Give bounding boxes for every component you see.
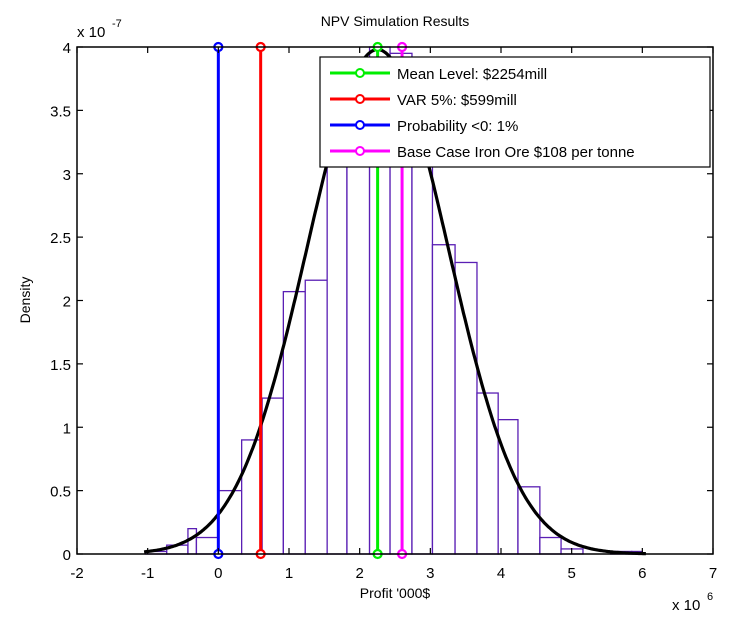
legend-marker [355,146,365,156]
x-tick-label: -1 [141,565,154,582]
x-tick-label: 7 [709,565,717,582]
legend-marker [355,120,365,130]
chart-title: NPV Simulation Results [321,13,470,29]
x-axis-ticks: -2 -1 0 1 2 3 4 5 6 7 [70,47,717,582]
y-tick-label: 3 [63,167,71,184]
legend-label: Mean Level: $2254mill [397,66,547,83]
histogram-bar [431,244,456,555]
x-tick-label: -2 [70,565,83,582]
y-tick-label: 1.5 [50,357,71,374]
x-axis-multiplier: x 10 6 [672,591,713,614]
x-tick-label: 0 [214,565,222,582]
histogram-bar [497,418,519,555]
legend-item: VAR 5%: $599mill [330,92,517,109]
histogram-bar [241,439,263,555]
histogram-bar [517,486,541,555]
y-axis-ticks: 0 0.5 1 1.5 2 2.5 3 3.5 4 [50,40,713,564]
legend-label: VAR 5%: $599mill [397,92,517,109]
y-tick-label: 0 [63,547,71,564]
x-tick-label: 1 [285,565,293,582]
y-multiplier-exponent: -7 [112,18,122,30]
legend-marker [355,68,365,78]
legend-box [319,56,711,168]
y-tick-label: 4 [63,40,71,57]
legend-label: Probability <0: 1% [397,118,518,135]
histogram-bar [476,392,499,555]
y-multiplier-base: x 10 [77,24,105,41]
y-axis-label: Density [17,277,33,324]
legend: Mean Level: $2254mill VAR 5%: $599mill Pro… [319,56,711,168]
legend-item: Probability <0: 1% [330,118,518,135]
x-tick-label: 3 [426,565,434,582]
y-tick-label: 2.5 [50,230,71,247]
histogram-bar [454,261,478,555]
x-tick-label: 6 [638,565,646,582]
histogram-bar [261,397,284,555]
x-tick-label: 2 [355,565,363,582]
x-multiplier-base: x 10 [672,597,700,614]
x-multiplier-exponent: 6 [707,591,713,603]
y-tick-label: 2 [63,294,71,311]
x-tick-label: 4 [497,565,505,582]
x-tick-label: 5 [567,565,575,582]
legend-item: Base Case Iron Ore $108 per tonne [330,144,635,161]
x-axis-label: Profit '000$ [360,585,431,601]
legend-item: Mean Level: $2254mill [330,66,547,83]
legend-marker [355,94,365,104]
y-tick-label: 0.5 [50,484,71,501]
histogram-bar [217,489,243,555]
y-tick-label: 3.5 [50,103,71,120]
y-tick-label: 1 [63,420,71,437]
y-axis-multiplier: x 10 -7 [77,18,122,41]
legend-label: Base Case Iron Ore $108 per tonne [397,144,635,161]
histogram-bar [539,536,562,555]
histogram-bar [326,147,348,555]
histogram-bar [304,279,328,555]
